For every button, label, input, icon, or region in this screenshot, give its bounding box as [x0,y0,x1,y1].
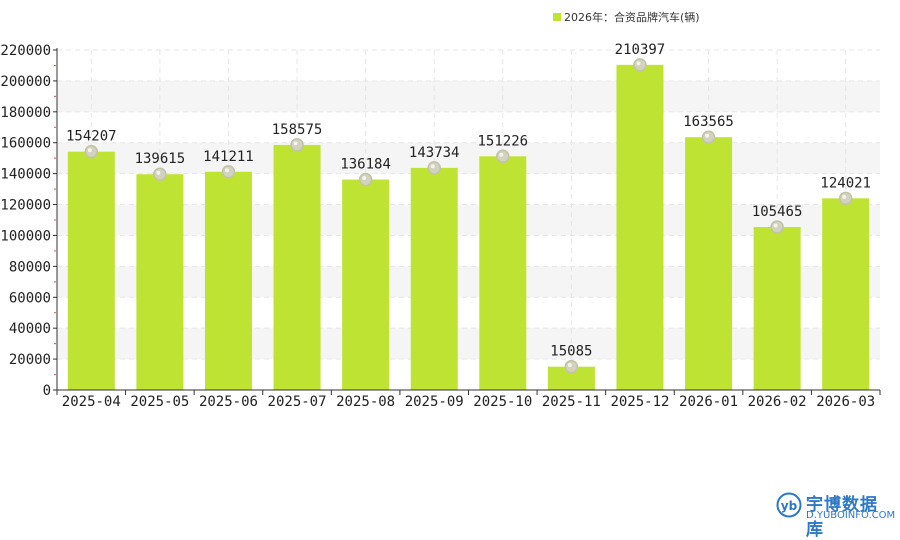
y-tick-label: 80000 [9,259,51,275]
data-marker-highlight [430,164,435,169]
y-tick-label: 160000 [0,136,51,152]
x-tick-label: 2025-06 [199,394,258,410]
y-tick-label: 200000 [0,74,51,90]
data-label: 136184 [340,157,391,173]
x-tick-label: 2025-12 [610,394,669,410]
y-tick-label: 140000 [0,167,51,183]
data-marker [770,220,784,234]
y-tick-label: 20000 [9,352,51,368]
logo-url: D.YUBOINFO.COM [806,510,896,521]
data-marker [358,172,373,187]
data-marker [564,359,579,374]
data-marker [290,138,304,152]
bar [67,151,115,390]
legend: 2026年：合资品牌汽车(辆) [553,10,700,24]
data-label: 139615 [135,151,186,167]
x-tick-label: 2025-11 [542,394,601,410]
x-tick-label: 2025-05 [130,394,189,410]
y-tick-label: 60000 [9,290,51,306]
data-label: 15085 [550,344,592,360]
data-label: 163565 [683,114,734,130]
data-label: 210397 [615,42,666,58]
data-label: 151226 [478,133,529,149]
x-tick-label: 2025-09 [405,394,464,410]
bar [410,167,458,390]
data-marker [633,58,647,72]
data-label: 158575 [272,122,323,138]
bar [342,179,390,390]
y-tick-label: 40000 [9,321,51,337]
data-marker-highlight [499,152,504,157]
grid-band [57,328,880,360]
y-tick-label: 0 [43,383,51,399]
data-label: 143734 [409,145,460,161]
bar [685,137,733,390]
grid-band [57,80,880,112]
y-tick-label: 220000 [0,43,51,59]
data-marker [84,144,99,159]
y-tick-label: 100000 [0,228,51,244]
data-label: 124021 [820,175,871,191]
data-marker [153,167,167,181]
data-label: 105465 [752,204,803,220]
watermark-logo: yb 宇博数据库 D.YUBOINFO.COM [776,490,896,540]
data-marker-highlight [636,61,641,66]
data-marker-highlight [293,141,298,146]
data-marker-highlight [705,133,710,138]
data-label: 154207 [66,129,117,145]
data-marker [701,130,716,144]
bar [273,144,321,390]
bar [753,227,801,390]
data-marker-highlight [567,363,572,368]
y-tick-label: 180000 [0,105,51,121]
data-marker [427,161,441,175]
grid-band [57,204,880,236]
data-label: 141211 [203,149,254,165]
legend-swatch [553,13,561,21]
data-marker-highlight [773,223,778,228]
bar [547,366,595,390]
bar [822,198,870,390]
data-marker [221,165,236,179]
data-marker-highlight [224,168,229,173]
x-tick-label: 2025-07 [268,394,327,410]
grid-band [57,266,880,298]
y-tick-label: 120000 [0,198,51,214]
data-marker-highlight [87,148,92,153]
logo-icon: yb [776,492,802,518]
legend-label: 2026年：合资品牌汽车(辆) [564,11,700,24]
x-tick-label: 2026-01 [679,394,738,410]
data-marker-highlight [362,176,367,181]
bar [479,156,527,390]
bar [204,171,252,390]
data-marker [838,191,853,206]
x-tick-label: 2025-10 [473,394,532,410]
data-marker-highlight [156,170,161,175]
bar [616,64,664,390]
x-tick-label: 2026-02 [748,394,807,410]
x-tick-label: 2025-04 [62,394,121,410]
svg-text:yb: yb [781,499,798,513]
x-tick-label: 2025-08 [336,394,395,410]
data-marker-highlight [842,194,847,199]
data-marker [496,149,510,164]
bar [136,174,184,390]
x-tick-label: 2026-03 [816,394,875,410]
grid-band [57,142,880,174]
